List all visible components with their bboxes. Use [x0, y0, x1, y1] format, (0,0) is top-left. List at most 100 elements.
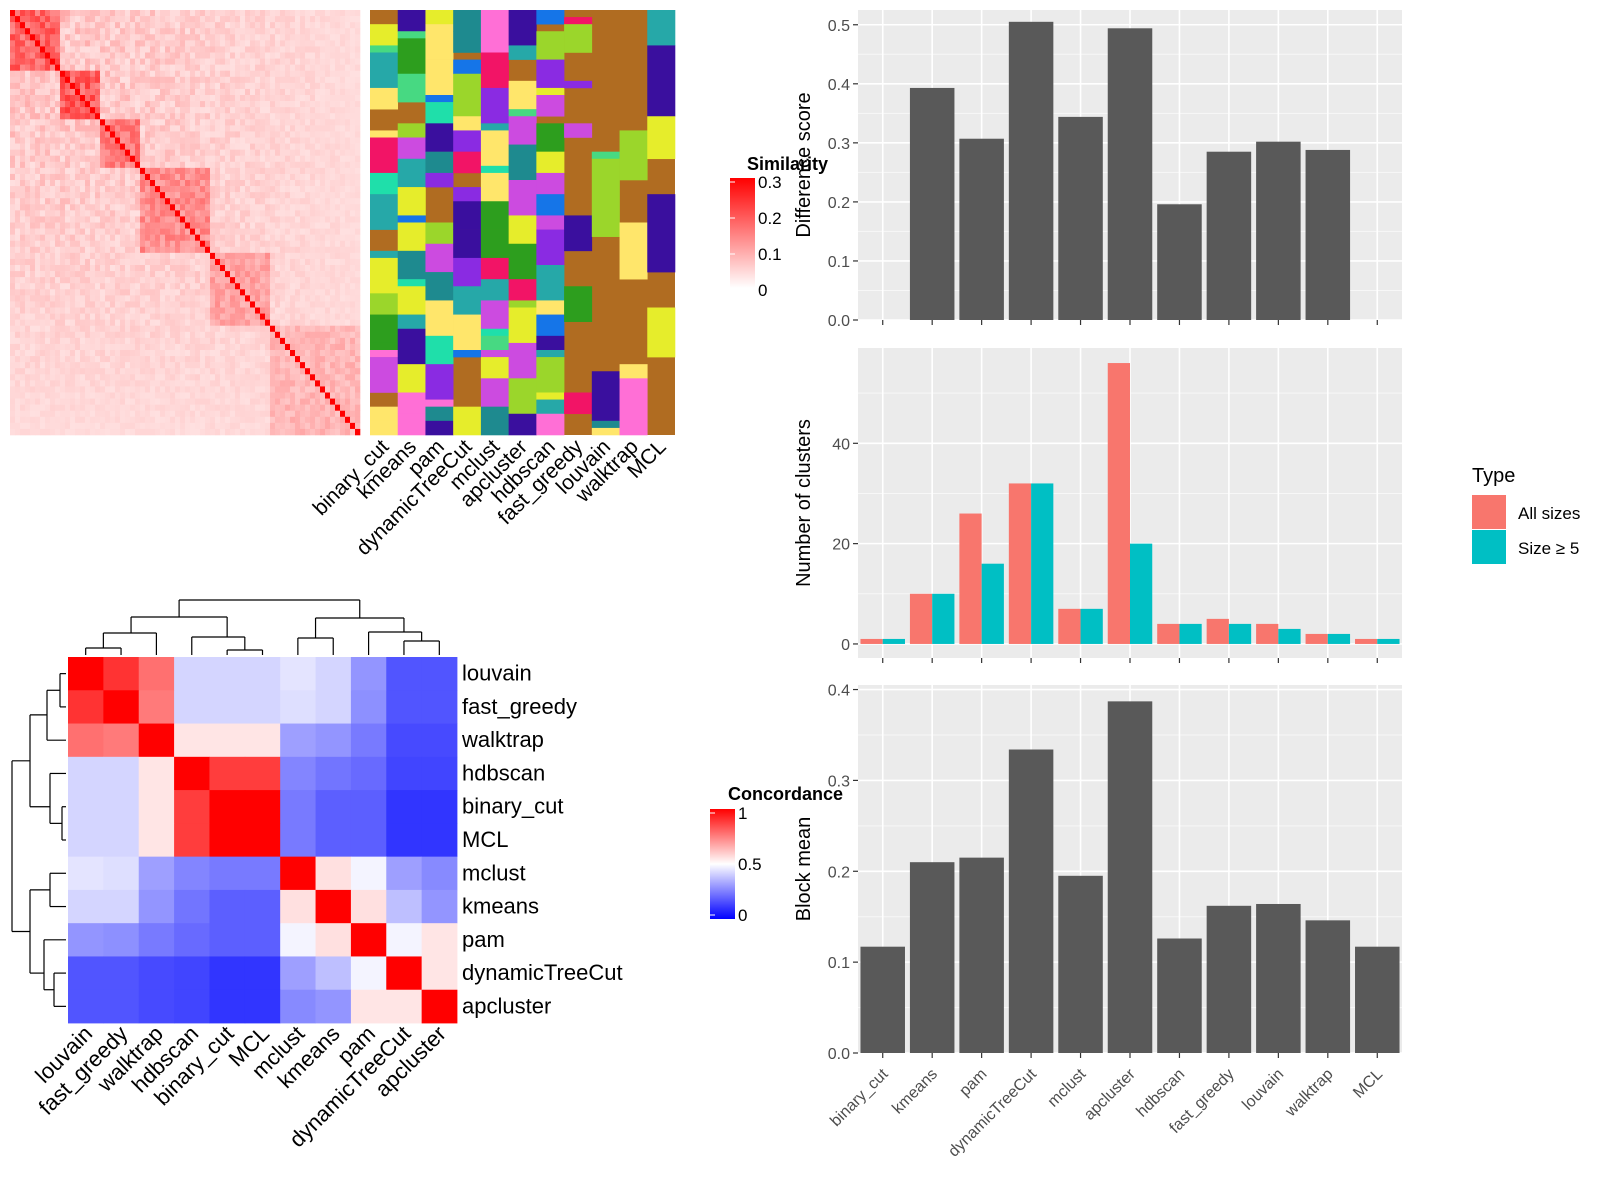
- similarity-cell: [155, 337, 161, 345]
- similarity-cell: [50, 161, 56, 169]
- similarity-cell: [190, 307, 196, 314]
- similarity-cell: [160, 289, 166, 296]
- similarity-cell: [185, 362, 191, 369]
- similarity-cell: [55, 88, 61, 96]
- similarity-cell: [165, 88, 171, 96]
- similarity-cell: [320, 58, 326, 65]
- similarity-cell: [300, 210, 306, 217]
- similarity-cell: [75, 343, 81, 351]
- similarity-cell: [200, 155, 206, 163]
- similarity-cell: [45, 289, 51, 296]
- similarity-cell: [155, 167, 161, 175]
- similarity-cell: [70, 374, 76, 381]
- similarity-cell: [290, 325, 296, 333]
- similarity-cell: [80, 374, 86, 381]
- similarity-cell: [70, 265, 76, 272]
- similarity-cell: [265, 301, 271, 308]
- similarity-cell: [100, 283, 106, 290]
- similarity-cell: [250, 16, 256, 23]
- similarity-cell: [170, 167, 176, 175]
- similarity-cell: [35, 95, 41, 102]
- similarity-cell: [55, 313, 61, 320]
- similarity-cell: [315, 325, 321, 333]
- similarity-cell: [205, 161, 211, 169]
- similarity-cell: [155, 240, 161, 248]
- similarity-cell: [25, 101, 31, 108]
- similarity-cell: [355, 422, 361, 430]
- similarity-cell: [290, 88, 296, 96]
- similarity-cell: [325, 410, 331, 418]
- similarity-cell: [245, 301, 251, 308]
- similarity-cell: [345, 131, 351, 138]
- similarity-cell: [345, 149, 351, 157]
- similarity-cell: [170, 240, 176, 248]
- similarity-cell: [85, 180, 91, 187]
- similarity-cell: [260, 283, 266, 290]
- similarity-cell: [120, 319, 126, 327]
- similarity-cell: [250, 76, 256, 84]
- similarity-cell: [10, 210, 16, 217]
- similarity-cell: [140, 398, 146, 405]
- similarity-cell: [160, 204, 166, 211]
- similarity-cell: [295, 283, 301, 290]
- similarity-cell: [225, 416, 231, 424]
- similarity-cell: [35, 40, 41, 47]
- similarity-cell: [110, 52, 116, 59]
- similarity-cell: [200, 82, 206, 90]
- similarity-cell: [90, 240, 96, 248]
- similarity-cell: [320, 265, 326, 272]
- similarity-cell: [60, 228, 66, 235]
- similarity-cell: [195, 410, 201, 418]
- similarity-cell: [205, 222, 211, 229]
- similarity-cell: [105, 167, 111, 175]
- membership-cell: [370, 406, 399, 422]
- similarity-cell: [65, 301, 71, 308]
- similarity-cell: [130, 64, 136, 72]
- similarity-cell: [155, 380, 161, 387]
- similarity-cell: [175, 210, 181, 217]
- similarity-cell: [215, 331, 221, 339]
- similarity-cell: [140, 52, 146, 59]
- similarity-cell: [25, 362, 31, 369]
- similarity-cell: [220, 125, 226, 132]
- similarity-cell: [130, 398, 136, 405]
- similarity-cell: [130, 331, 136, 339]
- similarity-cell: [75, 404, 81, 412]
- similarity-cell: [120, 58, 126, 65]
- similarity-cell: [115, 216, 121, 223]
- similarity-cell: [220, 289, 226, 296]
- similarity-cell: [250, 131, 256, 138]
- similarity-cell: [205, 204, 211, 211]
- similarity-cell: [155, 28, 161, 35]
- similarity-cell: [55, 28, 61, 35]
- similarity-cell: [240, 125, 246, 132]
- similarity-cell: [250, 416, 256, 424]
- similarity-cell: [195, 265, 201, 272]
- similarity-cell: [115, 331, 121, 339]
- similarity-cell: [210, 265, 216, 272]
- similarity-cell: [40, 428, 46, 436]
- similarity-cell: [305, 410, 311, 418]
- similarity-cell: [25, 131, 31, 138]
- similarity-cell: [130, 301, 136, 308]
- similarity-cell: [245, 404, 251, 412]
- similarity-cell: [225, 350, 231, 357]
- similarity-cell: [225, 240, 231, 248]
- similarity-cell: [130, 113, 136, 120]
- similarity-cell: [175, 16, 181, 23]
- similarity-cell: [255, 331, 261, 339]
- similarity-cell: [180, 161, 186, 169]
- similarity-cell: [180, 149, 186, 157]
- similarity-cell: [330, 380, 336, 387]
- similarity-cell: [70, 76, 76, 84]
- similarity-cell: [305, 234, 311, 242]
- similarity-cell: [200, 410, 206, 418]
- similarity-cell: [25, 222, 31, 229]
- similarity-cell: [335, 380, 341, 387]
- similarity-cell: [335, 125, 341, 132]
- similarity-cell: [105, 428, 111, 436]
- similarity-cell: [100, 222, 106, 229]
- similarity-cell: [140, 161, 146, 169]
- similarity-cell: [135, 295, 141, 302]
- similarity-cell: [255, 186, 261, 193]
